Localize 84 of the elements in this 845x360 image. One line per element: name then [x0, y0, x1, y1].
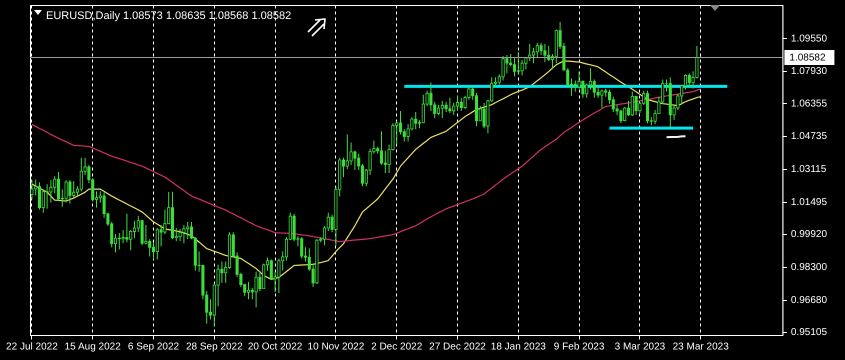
chart-title: EURUSD,Daily 1.08573 1.08635 1.08568 1.08582 [46, 10, 292, 22]
candlestick [72, 180, 76, 198]
candlestick [46, 184, 49, 210]
x-tick-label: 6 Sep 2022 [128, 342, 180, 352]
candlestick [30, 180, 34, 200]
y-tick-label: 1.04735 [790, 131, 828, 142]
x-tick-label: 22 Jul 2022 [6, 342, 58, 352]
x-tick-label: 20 Oct 2022 [248, 342, 303, 352]
candlestick [144, 224, 148, 245]
y-tick-label: 1.07930 [790, 66, 828, 78]
candlestick [68, 180, 72, 204]
candlestick [64, 180, 68, 204]
candlestick [346, 134, 349, 170]
line-series [31, 60, 702, 280]
candlestick [619, 109, 622, 124]
candlestick [353, 150, 356, 170]
candlestick [246, 281, 250, 300]
candlestick [56, 172, 60, 200]
x-tick-label: 28 Sep 2022 [186, 342, 244, 352]
candlestick [440, 100, 444, 119]
candlestick [512, 58, 516, 77]
candlestick [125, 213, 128, 243]
candlestick [292, 213, 296, 242]
y-tick-label: 0.98300 [790, 262, 828, 274]
candlestick [626, 100, 630, 117]
candlestick [505, 54, 508, 74]
candlestick [384, 150, 387, 174]
candlestick [634, 95, 638, 116]
candlestick [49, 180, 52, 204]
candlestick [422, 94, 425, 124]
x-tick-label: 15 Aug 2022 [64, 342, 122, 352]
candlestick [456, 95, 460, 110]
candlestick [80, 157, 83, 192]
candlestick [254, 271, 258, 308]
candlestick [156, 227, 159, 260]
x-tick-label: 3 Mar 2023 [614, 342, 666, 352]
candlestick [585, 83, 588, 98]
candlestick [220, 261, 224, 284]
candlestick [482, 102, 486, 129]
candlestick [540, 42, 543, 56]
y-tick-label: 1.06355 [790, 98, 828, 110]
candlestick [452, 102, 456, 116]
y-tick-label: 0.95105 [790, 327, 828, 338]
candlestick [178, 228, 182, 242]
candlestick [163, 209, 166, 235]
x-tick-label: 10 Nov 2022 [308, 342, 365, 352]
candlestick [380, 130, 384, 166]
candlestick [414, 112, 418, 130]
candlestick [132, 220, 136, 239]
candlestick [186, 221, 190, 240]
candlestick [502, 56, 505, 81]
x-tick-label: 18 Jan 2023 [490, 342, 546, 352]
candlestick [592, 78, 596, 98]
y-tick-label: 0.99920 [790, 229, 828, 240]
ref-line-label: 1.08582 [789, 52, 826, 64]
candlestick [688, 72, 691, 88]
candlestick [581, 80, 584, 98]
x-tick-label: 9 Feb 2023 [554, 342, 605, 352]
candlestick [623, 106, 626, 122]
candlestick [460, 97, 463, 112]
candlestick [448, 97, 452, 114]
y-tick-label: 1.09550 [790, 33, 828, 44]
x-tick-label: 23 Mar 2023 [672, 342, 730, 352]
candlestick [262, 263, 266, 290]
candlestick [630, 91, 634, 117]
candlestick [182, 224, 186, 244]
candlestick [300, 236, 304, 259]
candlestick [436, 104, 440, 116]
candlestick [398, 110, 402, 135]
candlestick [532, 47, 536, 64]
candlestick [543, 43, 546, 63]
candlestick [588, 68, 592, 90]
candlestick [38, 182, 42, 210]
x-tick-label: 2 Dec 2022 [371, 342, 423, 352]
candlestick [536, 42, 539, 59]
y-tick-label: 1.01495 [790, 197, 828, 208]
x-tick-label: 27 Dec 2022 [429, 342, 486, 352]
candlestick [574, 80, 577, 92]
candlestick [612, 96, 615, 113]
y-tick-label: 1.03115 [790, 164, 827, 176]
candlestick [600, 89, 604, 108]
y-tick-label: 0.96680 [790, 295, 828, 306]
candlestick [140, 219, 144, 246]
candlestick [695, 45, 698, 79]
